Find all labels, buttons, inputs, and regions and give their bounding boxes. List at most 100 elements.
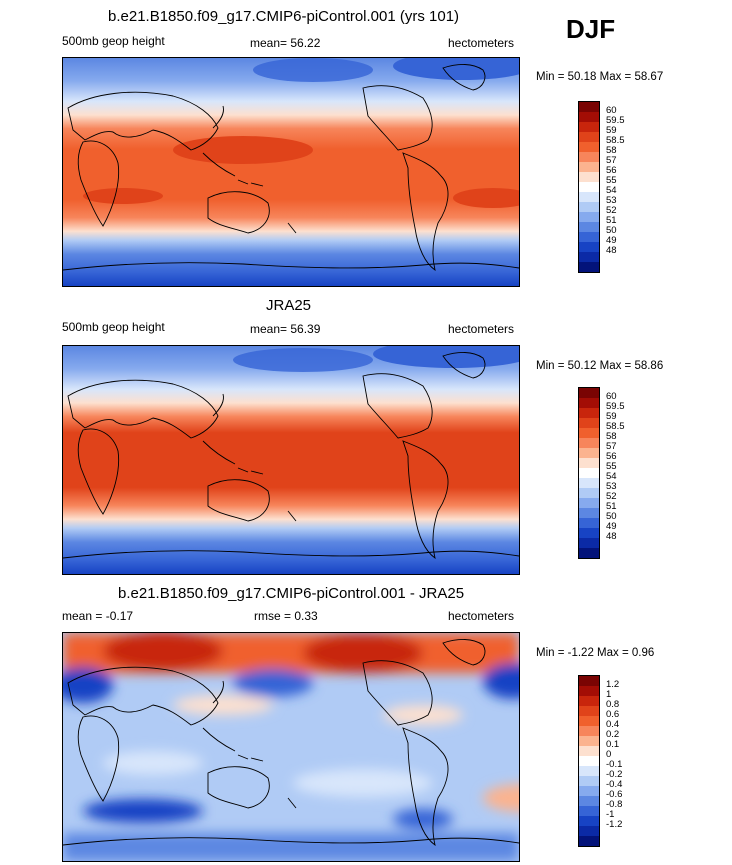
colorbar-label: -0.1 <box>606 759 623 770</box>
panel-1-variable-label: 500mb geop height <box>62 34 165 48</box>
colorbar-swatch <box>579 548 599 558</box>
colorbar-swatch <box>579 736 599 746</box>
colorbar-label: 58.5 <box>606 421 625 432</box>
colorbar-label: 56 <box>606 165 617 176</box>
colorbar-label: -0.2 <box>606 769 623 780</box>
colorbar-swatch <box>579 232 599 242</box>
colorbar-swatch <box>579 488 599 498</box>
colorbar-swatch <box>579 262 599 272</box>
colorbar-label: 59 <box>606 411 617 422</box>
colorbar-swatch <box>579 102 599 112</box>
colorbar-label: 54 <box>606 185 617 196</box>
colorbar-label: 52 <box>606 205 617 216</box>
siberia-low <box>253 58 373 82</box>
colorbar-swatch <box>579 478 599 488</box>
panel-1-title: b.e21.B1850.f09_g17.CMIP6-piControl.001 … <box>108 8 460 25</box>
colorbar-label: 57 <box>606 441 617 452</box>
panel-1-minmax: Min = 50.18 Max = 58.67 <box>536 71 664 83</box>
colorbar-swatch <box>579 142 599 152</box>
colorbar-swatch <box>579 172 599 182</box>
colorbar-label: 57 <box>606 155 617 166</box>
colorbar-label: 51 <box>606 215 617 226</box>
panel-2-variable-label: 500mb geop height <box>62 320 165 334</box>
panel-3-minmax: Min = -1.22 Max = 0.96 <box>536 647 655 659</box>
colorbar-label: 60 <box>606 391 617 402</box>
colorbar-swatch <box>579 766 599 776</box>
colorbar-label: 60 <box>606 105 617 116</box>
colorbar-swatch <box>579 222 599 232</box>
arctic-low <box>393 58 519 80</box>
coastlines <box>63 64 519 272</box>
colorbar-label: -0.6 <box>606 789 623 800</box>
colorbar-swatch <box>579 408 599 418</box>
panel-2-minmax: Min = 50.12 Max = 58.86 <box>536 360 664 372</box>
colorbar-swatch <box>579 518 599 528</box>
colorbar-label: 0.4 <box>606 719 620 730</box>
coastlines <box>63 352 519 560</box>
colorbar-swatch <box>579 418 599 428</box>
colorbar-swatch <box>579 388 599 398</box>
colorbar-label: 53 <box>606 195 617 206</box>
colorbar-label: 48 <box>606 531 617 542</box>
colorbar-swatch <box>579 806 599 816</box>
colorbar-label: 55 <box>606 175 617 186</box>
colorbar-swatch <box>579 816 599 826</box>
colorbar-label: 0.6 <box>606 709 620 720</box>
colorbar-label: 59.5 <box>606 401 625 412</box>
colorbar-swatch <box>579 212 599 222</box>
colorbar-label: 0.8 <box>606 699 620 710</box>
atlantic-high <box>453 188 519 208</box>
colorbar-label: -0.4 <box>606 779 623 790</box>
pacific-high <box>173 136 313 164</box>
panel-3-units: hectometers <box>448 609 515 623</box>
colorbar-swatch <box>579 162 599 172</box>
colorbar-swatch <box>579 458 599 468</box>
colorbar-swatch <box>579 428 599 438</box>
colorbar-swatch <box>579 508 599 518</box>
colorbar-swatch <box>579 796 599 806</box>
colorbar-swatch <box>579 676 599 686</box>
colorbar-label: 58 <box>606 431 617 442</box>
panel-2-title: JRA25 <box>266 297 312 314</box>
colorbar-label: 49 <box>606 235 617 246</box>
indian-high <box>83 188 163 204</box>
field-fill <box>63 346 519 574</box>
colorbar-swatch <box>579 538 599 548</box>
colorbar-label: 55 <box>606 461 617 472</box>
colorbar-label: -1.2 <box>606 819 623 830</box>
panel-1-mean: mean= 56.22 <box>250 36 321 50</box>
colorbar-label: 1.2 <box>606 679 620 690</box>
siberia-low <box>233 348 373 372</box>
colorbar-label: 49 <box>606 521 617 532</box>
colorbar-label: 59 <box>606 125 617 136</box>
colorbar-swatch <box>579 122 599 132</box>
colorbar-label: 0.1 <box>606 739 620 750</box>
colorbar-label: 58 <box>606 145 617 156</box>
colorbar-swatch <box>579 836 599 846</box>
colorbar-swatch <box>579 252 599 262</box>
colorbar-swatch <box>579 756 599 766</box>
panel-2-colorbar <box>578 387 600 559</box>
colorbar-swatch <box>579 498 599 508</box>
panel-2-mean: mean= 56.39 <box>250 322 321 336</box>
colorbar-swatch <box>579 152 599 162</box>
panel-2-units: hectometers <box>448 322 515 336</box>
colorbar-label: 53 <box>606 481 617 492</box>
panel-1-colorbar <box>578 101 600 273</box>
colorbar-swatch <box>579 112 599 122</box>
colorbar-label: 54 <box>606 471 617 482</box>
colorbar-swatch <box>579 448 599 458</box>
panel-3-colorbar <box>578 675 600 847</box>
colorbar-swatch <box>579 826 599 836</box>
panel-3-mean: mean = -0.17 <box>62 609 134 623</box>
colorbar-swatch <box>579 786 599 796</box>
colorbar-label: 56 <box>606 451 617 462</box>
colorbar-swatch <box>579 696 599 706</box>
colorbar-swatch <box>579 192 599 202</box>
panel-3-title: b.e21.B1850.f09_g17.CMIP6-piControl.001 … <box>118 585 465 602</box>
colorbar-label: 1 <box>606 689 612 700</box>
colorbar-swatch <box>579 398 599 408</box>
panel-1-units: hectometers <box>448 36 515 50</box>
colorbar-swatch <box>579 776 599 786</box>
colorbar-label: 59.5 <box>606 115 625 126</box>
